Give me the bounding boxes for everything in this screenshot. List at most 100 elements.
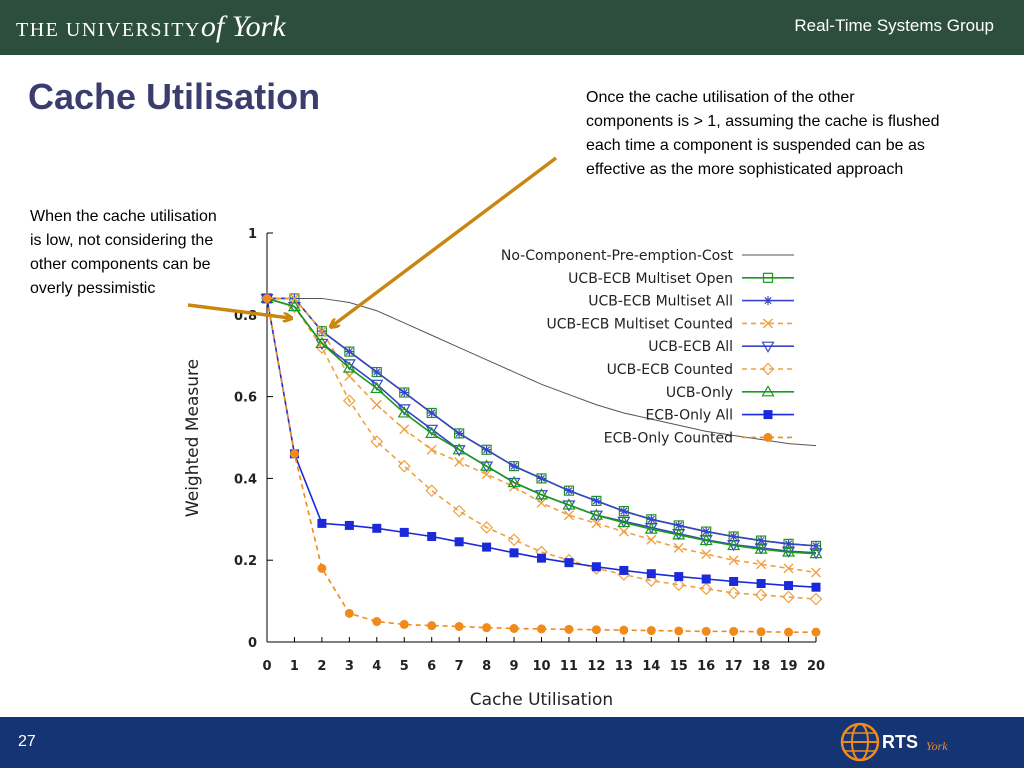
data-point	[315, 336, 329, 349]
data-point	[761, 341, 775, 353]
data-point	[399, 424, 410, 435]
series-4	[260, 293, 823, 560]
y-axis-label: Weighted Measure	[183, 359, 203, 517]
x-tick-label: 4	[372, 659, 381, 674]
data-point	[761, 385, 775, 397]
slide-header	[0, 0, 1024, 55]
data-point	[482, 623, 492, 633]
data-point	[646, 626, 656, 636]
x-tick-label: 0	[262, 659, 271, 674]
data-point	[784, 581, 794, 591]
data-point	[482, 542, 492, 552]
data-point	[344, 608, 354, 618]
data-point	[370, 381, 384, 394]
data-point	[619, 625, 629, 635]
data-point	[763, 296, 773, 306]
data-point	[699, 582, 713, 596]
data-point	[397, 406, 411, 418]
legend-label: ECB-Only All	[645, 408, 733, 424]
data-point	[509, 461, 519, 471]
data-point	[317, 563, 327, 573]
data-point	[564, 558, 574, 568]
data-point	[344, 371, 355, 382]
data-point	[287, 299, 301, 312]
data-point	[672, 528, 686, 540]
x-tick-label: 11	[560, 659, 578, 674]
rts-logo-text: RTS	[882, 732, 918, 752]
series-8	[262, 293, 821, 637]
data-point	[427, 621, 437, 631]
data-point	[644, 522, 658, 534]
data-point	[619, 565, 629, 575]
data-point	[537, 553, 546, 563]
data-point	[397, 459, 411, 473]
annotation-right: Once the cache utilisation of the other …	[586, 89, 940, 178]
data-point	[343, 394, 356, 408]
data-point	[536, 497, 547, 508]
data-point	[564, 486, 574, 496]
data-point	[262, 293, 272, 303]
data-point	[673, 542, 684, 553]
data-point	[701, 574, 711, 584]
data-point	[507, 475, 521, 488]
data-point	[425, 424, 439, 437]
data-point	[317, 518, 327, 528]
data-point	[782, 590, 795, 604]
x-tick-label: 16	[697, 659, 715, 674]
x-tick-label: 7	[455, 659, 464, 674]
data-point	[763, 432, 773, 442]
series-line	[266, 297, 817, 554]
y-tick-label: 0	[248, 636, 257, 651]
data-point	[784, 627, 794, 637]
data-point	[811, 582, 821, 592]
rts-logo-sub: York	[926, 739, 948, 753]
cache-utilisation-chart: 0 1 2 3 4 5 6 7 8 9 10 11 12 13 14 15 16 17 18 19 2000.20.40…	[183, 227, 825, 710]
data-point	[425, 426, 439, 439]
data-point	[591, 562, 601, 572]
data-point	[701, 626, 711, 636]
legend-label: UCB-ECB Multiset Open	[568, 271, 733, 287]
x-tick-label: 20	[807, 659, 825, 674]
data-point	[427, 531, 437, 541]
data-point	[591, 518, 602, 529]
series-line	[267, 297, 817, 547]
data-point	[507, 533, 521, 547]
data-point	[756, 536, 766, 546]
data-point	[537, 624, 546, 634]
data-point	[756, 579, 766, 589]
data-point	[482, 445, 492, 455]
legend-label: No-Component-Pre-emption-Cost	[501, 248, 734, 264]
data-point	[481, 469, 492, 480]
data-point	[562, 498, 576, 510]
series-line	[266, 297, 817, 555]
x-tick-label: 5	[400, 659, 409, 674]
data-point	[399, 619, 409, 629]
x-tick-label: 18	[752, 659, 770, 674]
legend-label: UCB-Only	[666, 385, 733, 401]
data-point	[509, 548, 519, 558]
legend-label: UCB-ECB Multiset Counted	[547, 316, 734, 332]
data-point	[564, 624, 574, 634]
data-point	[701, 549, 712, 560]
data-point	[783, 563, 794, 574]
legend-label: UCB-ECB Counted	[607, 362, 733, 378]
x-tick-label: 15	[670, 659, 688, 674]
data-point	[289, 449, 299, 459]
rts-logo: RTS York	[840, 722, 948, 762]
data-point	[701, 527, 711, 537]
data-point	[452, 504, 466, 518]
x-tick-label: 19	[780, 659, 798, 674]
annotation-left: When the cache utilisation is low, not c…	[30, 208, 217, 297]
data-point	[399, 388, 409, 398]
data-point	[674, 520, 684, 530]
data-point	[811, 627, 821, 637]
data-point	[372, 367, 382, 377]
data-point	[370, 435, 384, 448]
data-point	[619, 506, 629, 516]
data-point	[811, 567, 821, 578]
data-point	[674, 572, 684, 582]
x-tick-label: 13	[615, 659, 633, 674]
data-point	[372, 617, 382, 627]
university-logo-york: of York	[200, 10, 286, 43]
data-point	[454, 621, 464, 631]
